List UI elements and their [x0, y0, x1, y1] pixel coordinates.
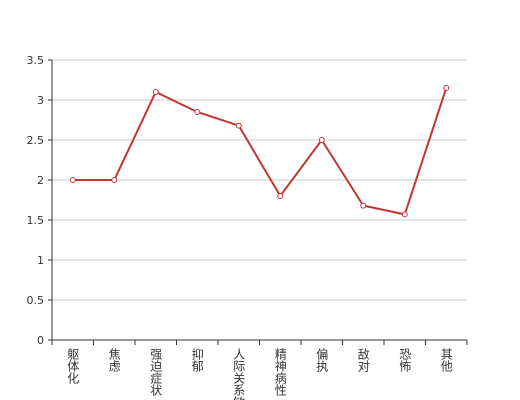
point	[401, 211, 408, 218]
x-tick-label: 敌对	[356, 347, 370, 372]
x-tick-label: 精神病性	[273, 348, 287, 397]
y-tick-label: 3	[37, 94, 44, 107]
y-tick-label: 1	[37, 254, 44, 267]
x-tick-label: 抑郁	[190, 347, 204, 373]
x-tick-label: 焦虑	[107, 348, 121, 372]
y-tick-label: 2	[37, 174, 44, 187]
y-tick-label: 1.5	[27, 214, 45, 227]
point	[152, 89, 159, 95]
y-tick-label: 3.5	[27, 54, 45, 67]
point	[360, 202, 367, 209]
x-tick-label: 偏执	[315, 347, 329, 373]
point	[318, 137, 325, 143]
x-tick-label: 强迫症状	[149, 348, 163, 396]
x-tick-label: 恐怖	[398, 348, 412, 372]
point	[111, 177, 118, 183]
point	[443, 85, 450, 91]
point	[277, 193, 284, 199]
point	[69, 177, 76, 183]
x-tick-label: 躯体化	[66, 347, 80, 385]
y-tick-label: 0	[37, 334, 44, 347]
y-tick-label: 0.5	[27, 294, 45, 307]
point	[194, 109, 201, 115]
line	[72, 87, 448, 216]
y-tick-label: 2.5	[27, 134, 45, 147]
x-tick-label: 其他	[439, 348, 453, 372]
point	[235, 122, 242, 129]
x-tick-label: 人际关系敏感	[232, 348, 246, 400]
